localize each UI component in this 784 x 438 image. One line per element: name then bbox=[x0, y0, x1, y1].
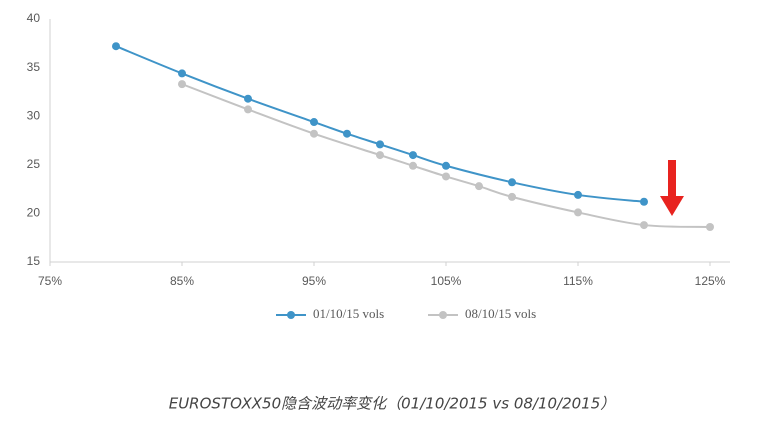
y-tick-label: 40 bbox=[27, 11, 41, 25]
y-tick-label: 25 bbox=[27, 157, 41, 171]
data-point bbox=[310, 129, 318, 138]
data-point bbox=[508, 178, 516, 187]
data-point bbox=[376, 140, 384, 149]
data-point bbox=[178, 80, 186, 89]
legend-label: 01/10/15 vols bbox=[313, 306, 384, 321]
x-tick-label: 75% bbox=[38, 274, 62, 288]
series-line bbox=[115, 45, 645, 203]
data-point bbox=[178, 69, 186, 78]
data-point bbox=[409, 161, 417, 170]
x-tick-label: 85% bbox=[170, 274, 194, 288]
data-point bbox=[244, 94, 252, 103]
data-point bbox=[343, 129, 351, 138]
data-point bbox=[112, 42, 120, 51]
y-tick-label: 30 bbox=[27, 108, 41, 122]
data-point bbox=[508, 192, 516, 201]
x-tick-label: 115% bbox=[563, 274, 593, 288]
chart-caption: EUROSTOXX50隐含波动率变化（01/10/2015 vs 08/10/2… bbox=[169, 395, 616, 413]
data-point bbox=[706, 223, 714, 232]
annotation-arrow bbox=[660, 160, 684, 216]
data-point bbox=[409, 151, 417, 160]
legend-marker bbox=[439, 311, 447, 319]
data-point bbox=[574, 190, 582, 199]
data-point bbox=[442, 172, 450, 181]
y-tick-label: 15 bbox=[27, 254, 41, 268]
data-point bbox=[574, 208, 582, 217]
y-tick-label: 20 bbox=[27, 206, 41, 220]
legend-marker bbox=[287, 311, 295, 319]
data-point bbox=[244, 105, 252, 114]
y-tick-label: 35 bbox=[27, 60, 41, 74]
x-tick-label: 95% bbox=[302, 274, 326, 288]
data-point bbox=[640, 221, 648, 230]
data-point bbox=[640, 197, 648, 206]
data-point bbox=[442, 161, 450, 170]
series-line bbox=[181, 83, 711, 229]
x-tick-label: 105% bbox=[431, 274, 462, 288]
legend-label: 08/10/15 vols bbox=[465, 306, 536, 321]
data-point bbox=[310, 118, 318, 127]
data-point bbox=[376, 151, 384, 160]
data-point bbox=[475, 182, 483, 191]
x-tick-label: 125% bbox=[695, 274, 726, 288]
